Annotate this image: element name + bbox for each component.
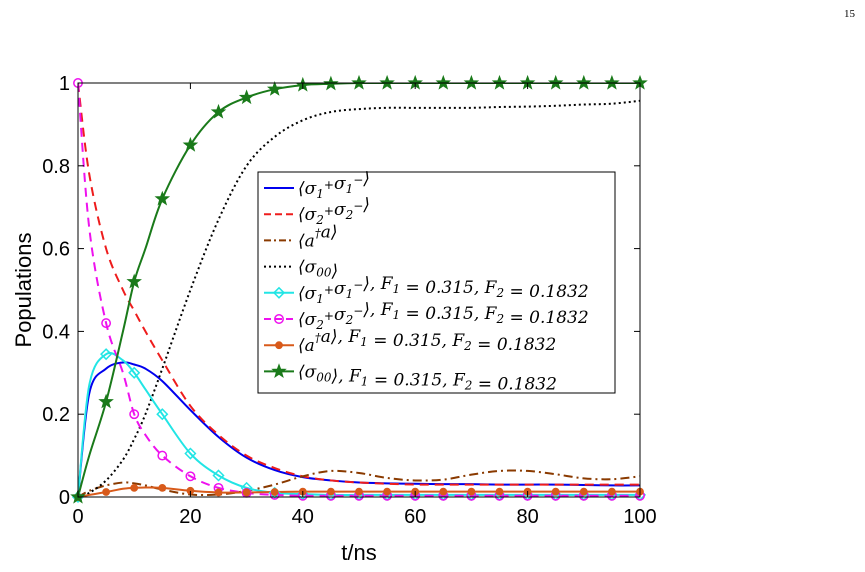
legend-marker-5 bbox=[272, 286, 286, 299]
series-8-point bbox=[98, 393, 114, 409]
page-number: 15 bbox=[844, 8, 855, 20]
series-6-point bbox=[129, 409, 140, 420]
y-tick-label: 1 bbox=[59, 73, 70, 95]
y-tick-label: 0 bbox=[59, 487, 70, 509]
series-7-point bbox=[270, 488, 279, 496]
series-8-point bbox=[126, 273, 142, 289]
series-line-4 bbox=[78, 99, 640, 497]
legend-label-7: ⟨a†a⟩, F1 = 0.315, F2 = 0.1832 bbox=[298, 327, 556, 356]
series-7-point bbox=[158, 483, 167, 492]
x-tick-label: 20 bbox=[179, 506, 201, 528]
legend-marker-7 bbox=[275, 341, 283, 350]
series-5-point bbox=[156, 408, 169, 421]
y-tick-label: 0.8 bbox=[42, 156, 70, 178]
x-tick-label: 100 bbox=[623, 506, 656, 528]
series-5-point bbox=[184, 447, 197, 460]
series-6-point bbox=[101, 318, 112, 329]
series-7-point bbox=[551, 487, 560, 496]
series-8-point bbox=[491, 74, 508, 90]
legend: ⟨σ1+σ1−⟩⟨σ2+σ2−⟩⟨a†a⟩ ⟨σ00⟩⟨σ1+σ1−⟩, F1 =… bbox=[257, 169, 616, 394]
series-8-point bbox=[182, 136, 199, 152]
series-7-point bbox=[355, 487, 363, 496]
series-8-point bbox=[435, 74, 452, 90]
series-8-point bbox=[463, 74, 480, 90]
y-axis-title: Populations bbox=[11, 233, 36, 348]
series-7-point bbox=[327, 487, 335, 496]
series-8-point bbox=[266, 81, 283, 96]
y-tick-label: 0.4 bbox=[42, 321, 70, 343]
series-8-point bbox=[154, 190, 171, 206]
legend-label-8: ⟨σ00⟩, F1 = 0.315, F2 = 0.1832 bbox=[298, 362, 557, 394]
legend-box bbox=[257, 171, 616, 394]
series-8-point bbox=[210, 103, 227, 119]
legend-label-3: ⟨a†a⟩ bbox=[298, 222, 338, 251]
series-6-point bbox=[157, 450, 168, 461]
series-7-point bbox=[579, 487, 588, 496]
series-7-point bbox=[102, 488, 110, 496]
series-7-point bbox=[495, 487, 504, 496]
legend-label-2: ⟨σ2+σ2−⟩ bbox=[298, 195, 370, 227]
axes-box bbox=[77, 82, 641, 498]
series-line-8 bbox=[78, 83, 640, 497]
series-7-point bbox=[467, 487, 476, 496]
series-layer bbox=[78, 83, 640, 497]
series-5-point bbox=[128, 366, 141, 379]
tick-layer: 0 20 40 60 80 100 0 0.2 0.4 0.6 0.8 1 bbox=[42, 73, 657, 528]
series-7-point bbox=[242, 488, 251, 497]
series-5-point bbox=[100, 348, 113, 361]
x-tick-label: 80 bbox=[516, 506, 538, 528]
series-line-6 bbox=[78, 83, 640, 497]
series-7-point bbox=[383, 487, 392, 496]
y-tick-label: 0.6 bbox=[42, 239, 70, 261]
legend-label-6: ⟨σ2+σ2−⟩, F1 = 0.315, F2 = 0.1832 bbox=[298, 300, 589, 332]
series-line-3 bbox=[78, 469, 640, 497]
x-tick-label: 0 bbox=[72, 506, 83, 528]
series-7-point bbox=[214, 488, 223, 497]
series-7-point bbox=[439, 487, 448, 496]
series-5-point bbox=[212, 469, 225, 482]
legend-label-4: ⟨σ00⟩ bbox=[298, 258, 338, 282]
series-8-point bbox=[604, 74, 620, 90]
legend-marker-6 bbox=[274, 314, 284, 324]
series-6-point bbox=[185, 471, 196, 482]
series-8-point bbox=[379, 74, 395, 90]
x-tick-label: 40 bbox=[292, 506, 314, 528]
series-7-point bbox=[130, 483, 139, 492]
series-8-point bbox=[576, 74, 592, 90]
legend-label-5: ⟨σ1+σ1−⟩, F1 = 0.315, F2 = 0.1832 bbox=[298, 274, 589, 306]
series-8-point bbox=[547, 74, 564, 90]
legend-marker-8 bbox=[271, 363, 287, 379]
x-axis-title: t/ns bbox=[341, 540, 376, 565]
y-tick-label: 0.2 bbox=[42, 404, 70, 426]
legend-label-1: ⟨σ1+σ1−⟩ bbox=[298, 169, 370, 201]
series-8-point bbox=[351, 74, 367, 90]
series-7-point bbox=[608, 487, 616, 496]
series-8-point bbox=[238, 89, 255, 105]
x-tick-label: 60 bbox=[404, 506, 426, 528]
